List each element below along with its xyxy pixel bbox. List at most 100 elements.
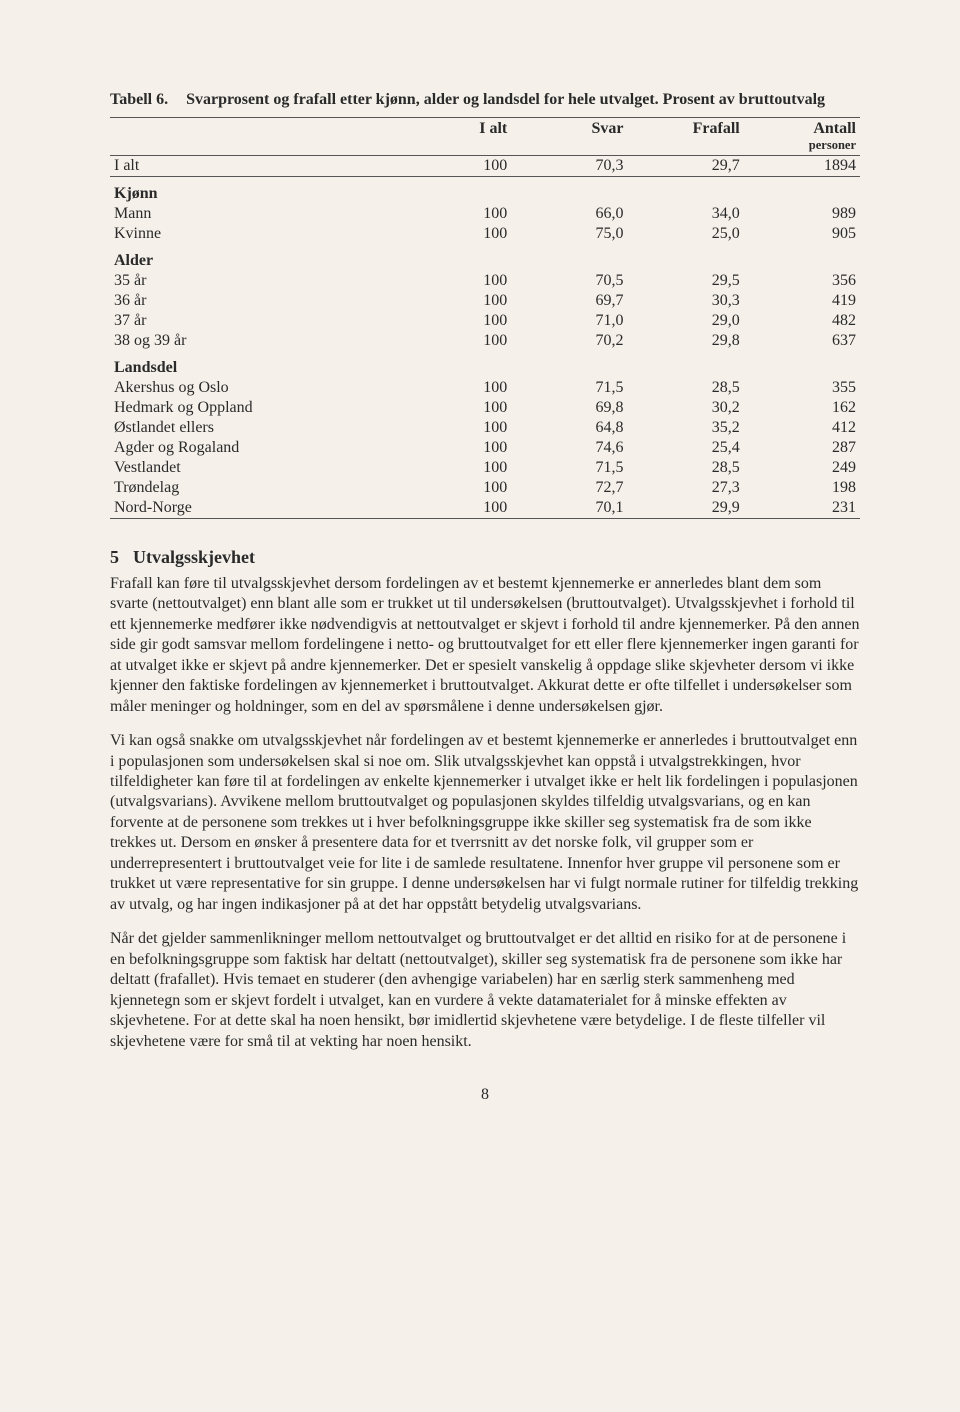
table-row: Akershus og Oslo10071,528,5355 xyxy=(110,378,860,398)
table-cell: 100 xyxy=(395,418,511,438)
table-cell: 71,5 xyxy=(511,378,627,398)
table-cell: 25,4 xyxy=(628,438,744,458)
table-caption: Tabell 6. Svarprosent og frafall etter k… xyxy=(110,90,860,111)
table-cell: I alt xyxy=(110,155,395,176)
table-cell: 100 xyxy=(395,224,511,244)
table-cell: 35,2 xyxy=(628,418,744,438)
table-cell: 419 xyxy=(744,291,860,311)
table-cell xyxy=(395,244,511,271)
table-cell: 37 år xyxy=(110,311,395,331)
table-row: Agder og Rogaland10074,625,4287 xyxy=(110,438,860,458)
table-cell: 198 xyxy=(744,478,860,498)
table-cell xyxy=(395,176,511,204)
table-cell: 637 xyxy=(744,331,860,351)
body-paragraph: Vi kan også snakke om utvalgsskjevhet nå… xyxy=(110,731,860,915)
table-header-cell xyxy=(110,117,395,155)
table-cell: 100 xyxy=(395,378,511,398)
table-row: 38 og 39 år10070,229,8637 xyxy=(110,331,860,351)
table-row: I alt10070,329,71894 xyxy=(110,155,860,176)
section-title: Utvalgsskjevhet xyxy=(133,547,255,567)
table-cell xyxy=(744,244,860,271)
table-cell: 100 xyxy=(395,155,511,176)
table-cell: 71,5 xyxy=(511,458,627,478)
table-cell: Kvinne xyxy=(110,224,395,244)
table-cell: 70,3 xyxy=(511,155,627,176)
table-cell: 69,7 xyxy=(511,291,627,311)
table-cell: 100 xyxy=(395,458,511,478)
table-cell xyxy=(511,176,627,204)
table-cell: 30,2 xyxy=(628,398,744,418)
table-cell: Vestlandet xyxy=(110,458,395,478)
table-cell: 100 xyxy=(395,498,511,519)
table-cell: Kjønn xyxy=(110,176,395,204)
table-cell: 100 xyxy=(395,271,511,291)
table-body: I alt10070,329,71894KjønnMann10066,034,0… xyxy=(110,155,860,518)
table-header-cell: I alt xyxy=(395,117,511,155)
table-cell: 70,5 xyxy=(511,271,627,291)
table-row: Trøndelag10072,727,3198 xyxy=(110,478,860,498)
table-cell: 72,7 xyxy=(511,478,627,498)
table-header-cell: Antall personer xyxy=(744,117,860,155)
table-cell: 355 xyxy=(744,378,860,398)
table-cell: 28,5 xyxy=(628,458,744,478)
table-cell: 356 xyxy=(744,271,860,291)
table-cell: 70,2 xyxy=(511,331,627,351)
table-cell: 64,8 xyxy=(511,418,627,438)
body-paragraph: Frafall kan føre til utvalgsskjevhet der… xyxy=(110,574,860,717)
table-cell: 100 xyxy=(395,331,511,351)
table-row: Landsdel xyxy=(110,351,860,378)
table-cell: 100 xyxy=(395,478,511,498)
table-cell: 35 år xyxy=(110,271,395,291)
table-header-cell: Svar xyxy=(511,117,627,155)
table-cell: 38 og 39 år xyxy=(110,331,395,351)
table-cell: 36 år xyxy=(110,291,395,311)
table-cell: 29,5 xyxy=(628,271,744,291)
table-cell: 74,6 xyxy=(511,438,627,458)
table-cell: 29,8 xyxy=(628,331,744,351)
table-cell xyxy=(628,176,744,204)
table-cell: 28,5 xyxy=(628,378,744,398)
table-cell: 75,0 xyxy=(511,224,627,244)
table-cell: 482 xyxy=(744,311,860,331)
table-cell: 100 xyxy=(395,311,511,331)
table-row: Kjønn xyxy=(110,176,860,204)
table-row: Vestlandet10071,528,5249 xyxy=(110,458,860,478)
table-cell: 100 xyxy=(395,291,511,311)
data-table: I alt Svar Frafall Antall personer I alt… xyxy=(110,117,860,519)
table-row: Østlandet ellers10064,835,2412 xyxy=(110,418,860,438)
table-cell: 287 xyxy=(744,438,860,458)
table-cell: 905 xyxy=(744,224,860,244)
table-row: Mann10066,034,0989 xyxy=(110,204,860,224)
table-cell: 34,0 xyxy=(628,204,744,224)
table-cell: Hedmark og Oppland xyxy=(110,398,395,418)
table-cell xyxy=(511,244,627,271)
table-cell: Akershus og Oslo xyxy=(110,378,395,398)
table-cell: 71,0 xyxy=(511,311,627,331)
table-cell: 231 xyxy=(744,498,860,519)
table-cell: 70,1 xyxy=(511,498,627,519)
table-row: 35 år10070,529,5356 xyxy=(110,271,860,291)
table-cell: 29,0 xyxy=(628,311,744,331)
table-cell xyxy=(744,351,860,378)
section-body: Frafall kan føre til utvalgsskjevhet der… xyxy=(110,574,860,1052)
table-row: 37 år10071,029,0482 xyxy=(110,311,860,331)
table-header: I alt Svar Frafall Antall personer xyxy=(110,117,860,155)
table-cell: 66,0 xyxy=(511,204,627,224)
table-cell: 162 xyxy=(744,398,860,418)
table-caption-text: Svarprosent og frafall etter kjønn, alde… xyxy=(186,90,825,111)
table-cell: 69,8 xyxy=(511,398,627,418)
table-cell: 989 xyxy=(744,204,860,224)
table-cell: Trøndelag xyxy=(110,478,395,498)
table-row: Kvinne10075,025,0905 xyxy=(110,224,860,244)
table-cell: 27,3 xyxy=(628,478,744,498)
table-header-sub: personer xyxy=(748,138,856,153)
table-cell: 249 xyxy=(744,458,860,478)
table-cell: Alder xyxy=(110,244,395,271)
table-cell: 412 xyxy=(744,418,860,438)
table-cell: Østlandet ellers xyxy=(110,418,395,438)
table-row: Alder xyxy=(110,244,860,271)
table-cell xyxy=(511,351,627,378)
table-caption-label: Tabell 6. xyxy=(110,90,168,111)
table-cell xyxy=(395,351,511,378)
document-page: Tabell 6. Svarprosent og frafall etter k… xyxy=(0,0,960,1164)
